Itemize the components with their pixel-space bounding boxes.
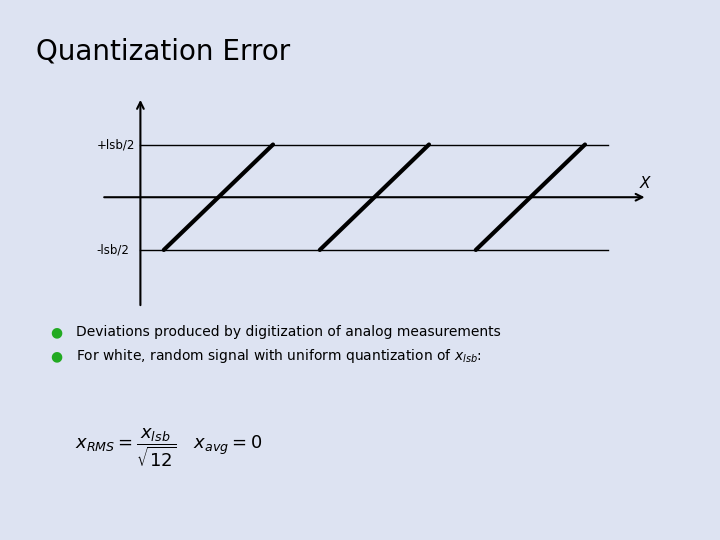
Text: +lsb/2: +lsb/2 [96, 138, 135, 151]
Text: Deviations produced by digitization of analog measurements: Deviations produced by digitization of a… [76, 325, 500, 339]
Text: -lsb/2: -lsb/2 [96, 244, 130, 256]
Text: ●: ● [50, 325, 63, 339]
Text: For white, random signal with uniform quantization of $x_{lsb}$:: For white, random signal with uniform qu… [76, 347, 481, 366]
Text: $x_{RMS} = \dfrac{x_{lsb}}{\sqrt{12}} \quad x_{avg} = 0$: $x_{RMS} = \dfrac{x_{lsb}}{\sqrt{12}} \q… [75, 426, 262, 469]
Text: Quantization Error: Quantization Error [36, 38, 290, 66]
Text: ●: ● [50, 349, 63, 363]
Text: X: X [639, 176, 650, 191]
